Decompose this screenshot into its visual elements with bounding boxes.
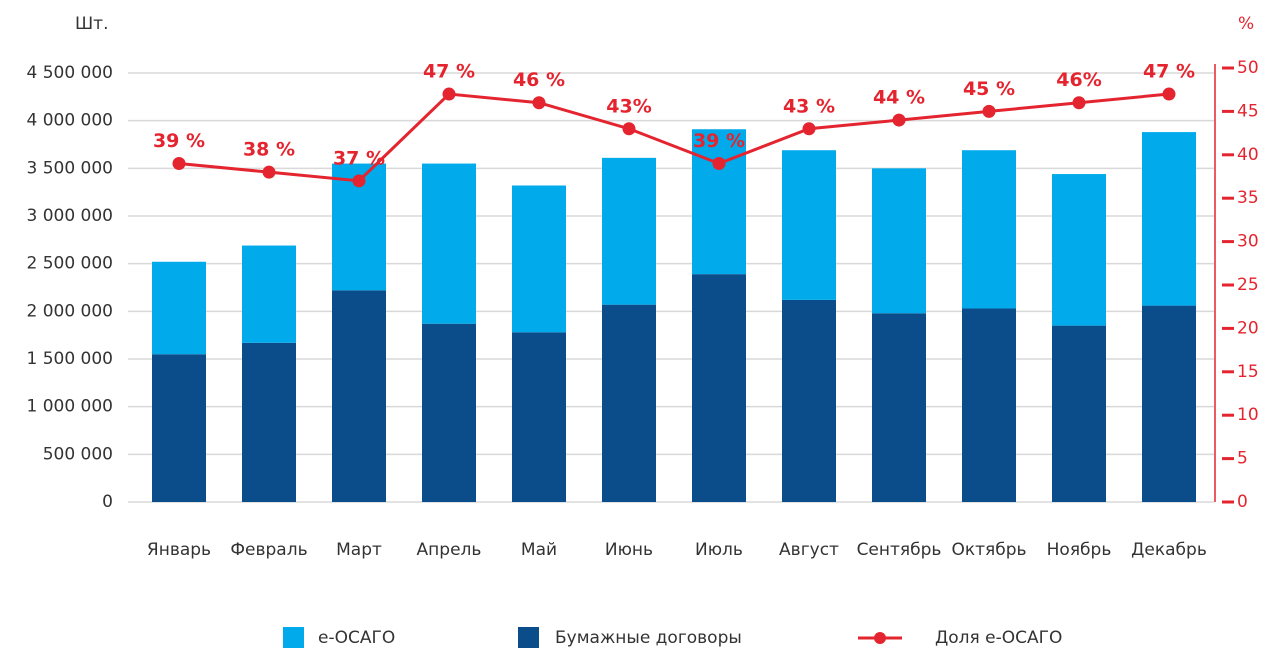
data-label: 47 % (423, 61, 475, 83)
y-tick-label: 4 000 000 (26, 111, 113, 131)
legend-label: e-ОСАГО (318, 628, 395, 648)
x-tick-label: Ноябрь (1047, 540, 1112, 560)
y-tick-label: 2 000 000 (26, 301, 113, 321)
x-tick-label: Июнь (605, 540, 653, 560)
y2-tick-label: 50 (1237, 58, 1259, 78)
y2-tick-label: 5 (1237, 449, 1248, 469)
x-tick-label: Сентябрь (857, 540, 942, 560)
y2-axis-label: % (1238, 14, 1254, 34)
y-tick-label: 500 000 (43, 444, 113, 464)
legend-dot (874, 632, 886, 644)
x-tick-label: Январь (147, 540, 211, 560)
bar-segment (512, 185, 566, 333)
bar-segment (692, 129, 746, 275)
bar-segment (962, 150, 1016, 309)
bar-segment (1142, 305, 1196, 502)
y2-tick-label: 45 (1237, 101, 1259, 121)
data-label: 46% (1056, 69, 1101, 91)
line-point (1072, 96, 1086, 110)
bar-segment (962, 308, 1016, 502)
line-point (892, 113, 906, 127)
data-label: 39 % (153, 130, 205, 152)
bar-segment (422, 163, 476, 324)
x-tick-label: Апрель (417, 540, 482, 560)
data-label: 38 % (243, 139, 295, 161)
data-label: 44 % (873, 87, 925, 109)
y2-tick-label: 20 (1237, 318, 1259, 338)
x-tick-label: Июль (695, 540, 743, 560)
y-tick-label: 3 500 000 (26, 158, 113, 178)
bar-segment (512, 332, 566, 502)
bar-segment (602, 157, 656, 305)
data-label: 43% (606, 95, 651, 117)
bar-segment (1052, 325, 1106, 502)
x-tick-label: Декабрь (1131, 540, 1207, 560)
x-tick-label: Март (336, 540, 382, 560)
data-label: 37 % (333, 147, 385, 169)
bar-segment (242, 342, 296, 502)
y-tick-label: 1 500 000 (26, 349, 113, 369)
bar-segment (782, 150, 836, 300)
legend-label: Доля e-ОСАГО (935, 628, 1062, 648)
bar-segment (872, 313, 926, 502)
y-tick-label: 4 500 000 (26, 63, 113, 83)
bar-segment (782, 299, 836, 502)
data-label: 46 % (513, 69, 565, 91)
y2-tick-label: 25 (1237, 275, 1259, 295)
data-label: 45 % (963, 78, 1015, 100)
y2-tick-label: 15 (1237, 362, 1259, 382)
line-point (532, 96, 546, 110)
x-tick-label: Февраль (230, 540, 307, 560)
line-series (178, 92, 1170, 183)
legend-label: Бумажные договоры (555, 628, 742, 648)
bar-segment (332, 290, 386, 502)
bar-segment (692, 274, 746, 502)
line-point (442, 87, 456, 101)
line-point (1162, 87, 1176, 101)
data-label: 39 % (693, 130, 745, 152)
line-point (982, 104, 996, 118)
legend-swatch (283, 627, 304, 648)
line-point (802, 122, 816, 136)
line-point (352, 174, 366, 188)
y2-tick-label: 10 (1237, 405, 1259, 425)
y2-tick-label: 35 (1237, 188, 1259, 208)
bar-segment (152, 261, 206, 355)
data-label: 47 % (1143, 61, 1195, 83)
line-point (172, 156, 186, 170)
y-tick-label: 2 500 000 (26, 254, 113, 274)
bar-segment (242, 245, 296, 343)
line-point (262, 165, 276, 179)
y2-tick-label: 40 (1237, 145, 1259, 165)
y-tick-label: 3 000 000 (26, 206, 113, 226)
legend-swatch (518, 627, 539, 648)
y2-tick-label: 30 (1237, 232, 1259, 252)
bar-segment (1052, 174, 1106, 326)
x-tick-label: Октябрь (951, 540, 1026, 560)
x-tick-label: Август (779, 540, 839, 560)
y-axis-label: Шт. (75, 14, 109, 34)
bar-segment (602, 304, 656, 502)
y-tick-label: 0 (102, 492, 113, 512)
line-point (622, 122, 636, 136)
bar-segment (872, 168, 926, 314)
bar-segment (152, 354, 206, 502)
line-point (712, 156, 726, 170)
y-tick-label: 1 000 000 (26, 397, 113, 417)
y2-tick-label: 0 (1237, 492, 1248, 512)
bar-segment (1142, 132, 1196, 306)
data-label: 43 % (783, 95, 835, 117)
bar-segment (422, 323, 476, 502)
x-tick-label: Май (521, 540, 557, 560)
